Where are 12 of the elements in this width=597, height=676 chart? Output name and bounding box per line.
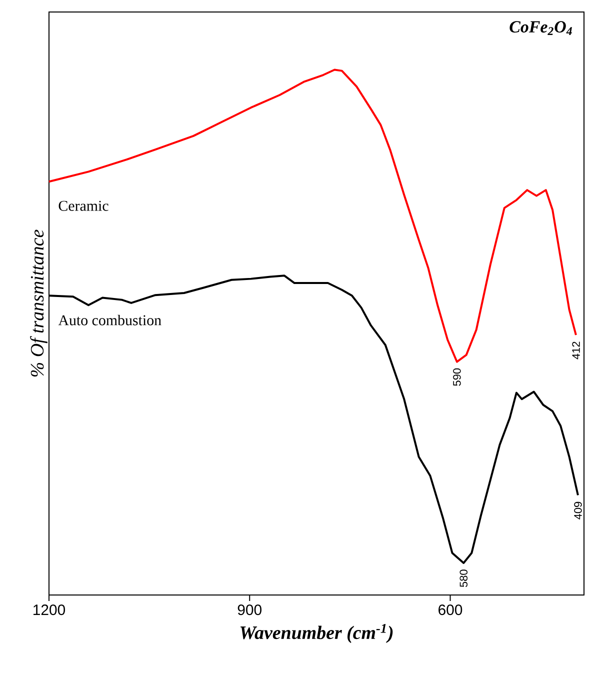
series-label: Ceramic — [58, 200, 108, 211]
x-tick-label: 900 — [238, 604, 262, 616]
x-tick-label: 600 — [438, 604, 462, 616]
annotation: 412 — [572, 342, 580, 360]
x-tick-label: 1200 — [34, 604, 66, 616]
annotation: 409 — [574, 502, 582, 520]
series-label: Auto combustion — [58, 314, 162, 326]
chart-title: CoFe$_{2}$O$_{4}$ — [510, 21, 572, 35]
annotation: 580 — [460, 570, 468, 588]
y-axis-title: % Of transmittance — [30, 230, 48, 377]
annotation: 590 — [453, 368, 461, 386]
x-axis-title: Wavenumber (cm$^{-1}$) — [240, 624, 393, 643]
